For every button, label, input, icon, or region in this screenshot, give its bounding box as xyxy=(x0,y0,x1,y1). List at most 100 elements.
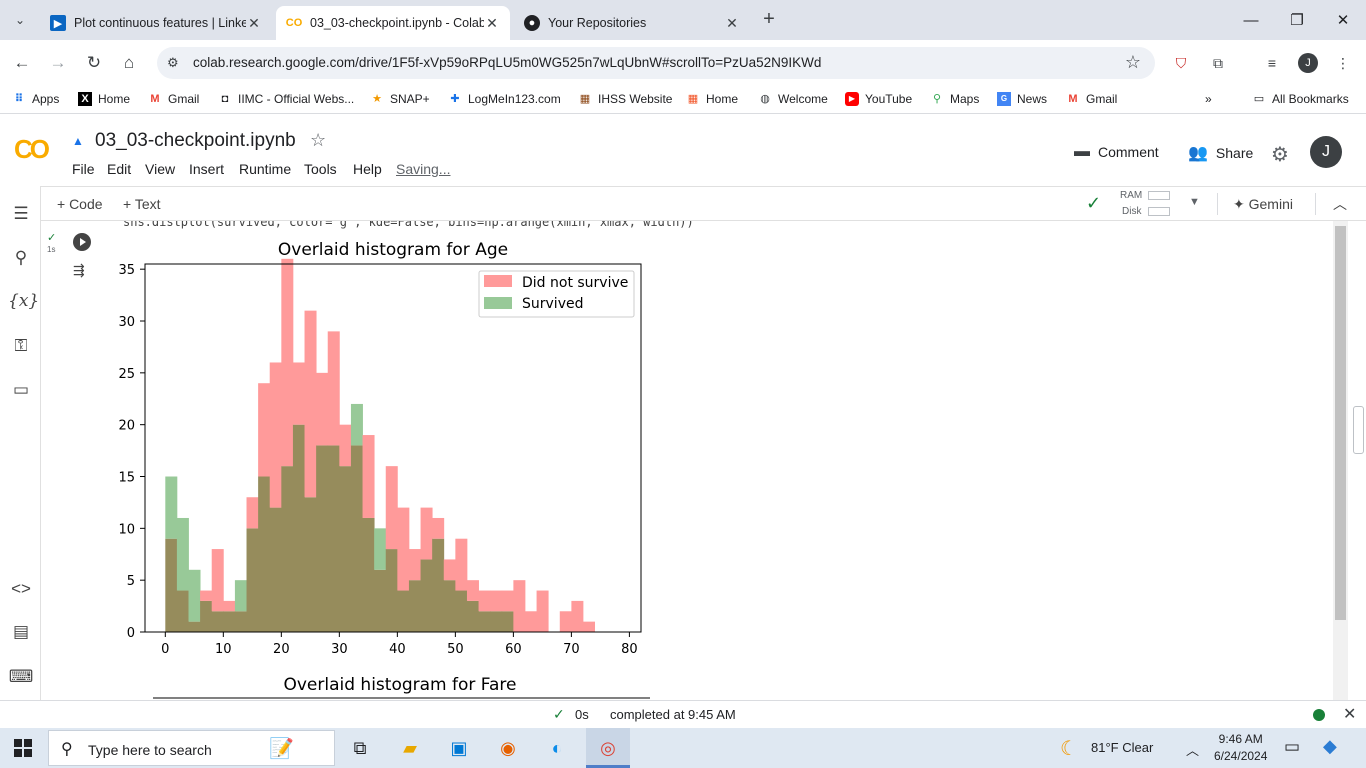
close-icon[interactable]: ✕ xyxy=(726,14,738,31)
terminal-icon[interactable]: ⌨ xyxy=(8,667,34,686)
close-icon[interactable]: ✕ xyxy=(1343,706,1357,723)
bookmark-welcome[interactable]: ◍ Welcome xyxy=(758,92,828,106)
connection-status-dot[interactable] xyxy=(1313,709,1325,721)
gemini-button[interactable]: ✦ Gemini xyxy=(1233,196,1293,213)
new-tab-button[interactable]: + xyxy=(763,8,775,30)
close-icon[interactable]: ✕ xyxy=(248,14,260,31)
output-actions-icon[interactable]: ⇶ xyxy=(73,262,85,278)
runtime-dropdown-icon[interactable]: ▼ xyxy=(1189,196,1200,208)
extension-shield-icon[interactable]: ⛉ xyxy=(1175,55,1187,71)
bookmark-logmein[interactable]: ✚ LogMeIn123.com xyxy=(448,92,560,106)
weather-text[interactable]: 81°F Clear xyxy=(1091,740,1154,755)
back-button[interactable]: ← xyxy=(13,53,31,72)
task-view-icon[interactable]: ⧉ xyxy=(353,738,367,758)
tab-github[interactable]: ● Your Repositories ✕ xyxy=(514,6,750,40)
weather-moon-icon[interactable]: ☾ xyxy=(1060,738,1078,760)
ram-usage-bar[interactable] xyxy=(1148,191,1170,200)
menu-file[interactable]: File xyxy=(72,161,95,177)
page-scrollbar-thumb[interactable] xyxy=(1353,406,1364,454)
bookmark-iimc[interactable]: ◘ IIMC - Official Webs... xyxy=(218,92,355,106)
chrome-taskbar-active[interactable] xyxy=(586,728,630,768)
globe-icon: ◍ xyxy=(760,93,770,105)
saving-status[interactable]: Saving... xyxy=(396,161,451,177)
reload-button[interactable]: ↻ xyxy=(86,53,102,72)
files-folder-icon[interactable]: ▭ xyxy=(12,380,30,399)
variables-icon[interactable]: {x} xyxy=(8,291,40,311)
command-palette-icon[interactable]: ▤ xyxy=(12,622,30,641)
copilot-icon[interactable]: ◆ xyxy=(1323,736,1337,756)
menu-view[interactable]: View xyxy=(145,161,176,177)
menu-help[interactable]: Help xyxy=(353,161,382,177)
cell-scrollbar-thumb[interactable] xyxy=(1335,226,1346,620)
add-text-button[interactable]: + Text xyxy=(123,196,161,212)
more-menu-icon[interactable]: ⋮ xyxy=(1336,55,1350,71)
bookmark-gmail-2[interactable]: M Gmail xyxy=(1066,92,1117,106)
add-code-button[interactable]: + Code xyxy=(57,196,103,212)
bookmark-ihss[interactable]: ▦ IHSS Website xyxy=(578,92,673,106)
bookmark-news[interactable]: G News xyxy=(997,92,1047,106)
file-explorer-icon[interactable]: ▰ xyxy=(403,738,417,758)
address-bar[interactable]: ⚙ colab.research.google.com/drive/1F5f-x… xyxy=(157,47,1155,79)
forward-button[interactable]: → xyxy=(49,53,67,72)
menu-insert[interactable]: Insert xyxy=(189,161,225,177)
home-button[interactable]: ⌂ xyxy=(123,53,135,72)
taskbar-search[interactable]: ⚲ Type here to search 📝 xyxy=(48,730,335,766)
notifications-icon[interactable]: ▭ xyxy=(1284,737,1301,756)
menu-edit[interactable]: Edit xyxy=(107,161,132,177)
firefox-icon[interactable]: ◉ xyxy=(500,738,516,758)
all-bookmarks-button[interactable]: ▭ All Bookmarks xyxy=(1252,92,1349,106)
star-icon[interactable]: ☆ xyxy=(310,130,327,150)
tab-search-button[interactable]: ⌄ xyxy=(6,7,34,33)
settings-gear-icon[interactable]: ⚙ xyxy=(1271,144,1289,166)
colab-logo[interactable]: CO xyxy=(14,134,50,164)
chrome-icon[interactable]: ◎ xyxy=(600,738,616,758)
bookmark-snap[interactable]: ★ SNAP+ xyxy=(370,92,430,106)
site-info-icon[interactable]: ⚙ xyxy=(167,55,179,70)
edge-icon[interactable]: ◐ xyxy=(551,738,563,758)
menu-tools[interactable]: Tools xyxy=(304,161,337,177)
table-of-contents-icon[interactable]: ☰ xyxy=(13,204,29,223)
more-bookmarks-button[interactable]: » xyxy=(1205,92,1212,106)
histogram-bar-did-not-survive xyxy=(536,590,549,632)
bookmark-youtube[interactable]: ▶ YouTube xyxy=(845,92,912,106)
user-avatar[interactable]: J xyxy=(1310,136,1342,168)
disk-usage-bar[interactable] xyxy=(1148,207,1170,216)
code-snippets-icon[interactable]: <> xyxy=(11,579,31,598)
close-window-button[interactable]: ✕ xyxy=(1336,12,1350,29)
execution-duration[interactable]: 0s xyxy=(575,707,589,722)
tab-colab[interactable]: CO 03_03-checkpoint.ipynb - Colab ✕ xyxy=(276,6,510,40)
clock[interactable]: 9:46 AM 6/24/2024 xyxy=(1214,731,1267,765)
share-button[interactable]: 👥 Share xyxy=(1188,143,1253,163)
tab-linkedin[interactable]: ▶ Plot continuous features | Linke ✕ xyxy=(40,6,272,40)
comment-button[interactable]: ▬ Comment xyxy=(1074,143,1159,161)
extensions-puzzle-icon[interactable]: ⧉ xyxy=(1213,55,1223,71)
histogram-bar-did-not-survive xyxy=(455,538,468,591)
search-icon[interactable]: ⚲ xyxy=(14,248,28,267)
collapse-header-icon[interactable]: ︿ xyxy=(1333,196,1347,212)
bookmark-maps[interactable]: ⚲ Maps xyxy=(930,92,979,106)
code-line[interactable]: sns.distplot(survived, color='g', kde=Fa… xyxy=(123,221,694,229)
profile-avatar[interactable]: J xyxy=(1298,53,1318,73)
windows-start-button[interactable] xyxy=(14,739,32,757)
bookmark-home-windows[interactable]: ▦ Home xyxy=(686,92,738,106)
close-icon[interactable]: ✕ xyxy=(486,14,498,31)
bookmark-apps[interactable]: ⠿ Apps xyxy=(12,92,60,106)
notebook-cell: sns.distplot(survived, color='g', kde=Fa… xyxy=(41,221,1333,700)
completed-status[interactable]: completed at 9:45 AM xyxy=(610,707,736,722)
x-tick-label: 0 xyxy=(161,642,169,657)
run-cell-button[interactable] xyxy=(73,233,91,251)
bookmark-star-icon[interactable]: ☆ xyxy=(1124,52,1141,72)
media-control-icon[interactable]: ≡ xyxy=(1267,55,1277,71)
minimize-button[interactable]: — xyxy=(1243,11,1259,29)
menu-runtime[interactable]: Runtime xyxy=(239,161,292,177)
x-tick-label: 20 xyxy=(273,642,290,657)
histogram-bar-did-not-survive xyxy=(281,258,294,467)
bookmark-gmail[interactable]: M Gmail xyxy=(148,92,199,106)
show-hidden-icons[interactable]: ︿ xyxy=(1186,743,1200,758)
microsoft-store-icon[interactable]: ▣ xyxy=(450,738,468,758)
secrets-key-icon[interactable]: ⚿ xyxy=(14,336,28,355)
notebook-title[interactable]: 03_03-checkpoint.ipynb xyxy=(95,130,296,151)
restore-button[interactable]: ❐ xyxy=(1290,12,1304,29)
url-text[interactable]: colab.research.google.com/drive/1F5f-xVp… xyxy=(193,55,822,70)
bookmark-x-home[interactable]: X Home xyxy=(78,92,130,106)
